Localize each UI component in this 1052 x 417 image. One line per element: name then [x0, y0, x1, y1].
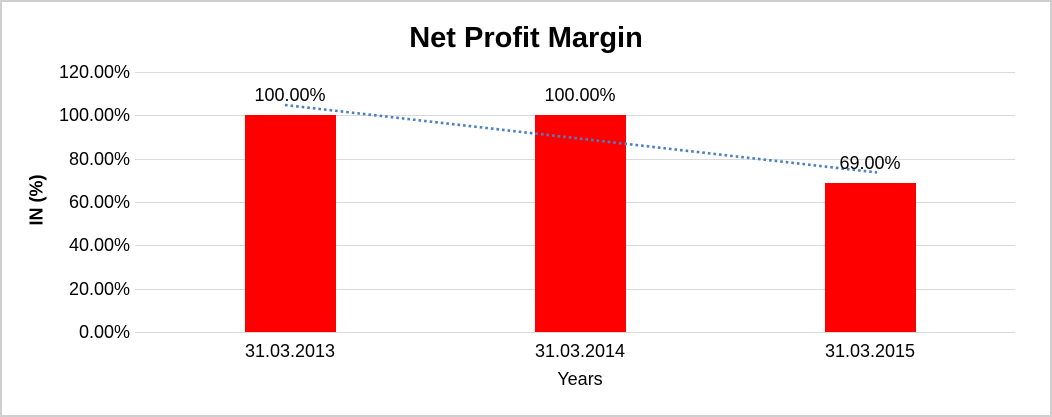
x-tick-label: 31.03.2014	[534, 341, 626, 361]
gridline	[135, 72, 1015, 73]
y-tick-label: 20.00%	[68, 278, 130, 299]
gridline	[135, 332, 1015, 333]
bar-2013	[244, 115, 336, 332]
y-tick-label: 100.00%	[58, 105, 130, 126]
bar-2014	[534, 115, 626, 332]
y-tick-label: 60.00%	[68, 192, 130, 212]
bar-data-label: 100.00%	[544, 85, 616, 106]
y-tick-label: 120.00%	[58, 62, 130, 82]
chart-title: Net Profit Margin	[409, 22, 643, 54]
bar-data-label: 69.00%	[839, 152, 901, 173]
x-tick-label: 31.03.2015	[824, 341, 916, 361]
x-tick-label: 31.03.2013	[244, 341, 336, 361]
y-tick-label: 0.00%	[78, 322, 130, 342]
bar-data-label: 100.00%	[254, 85, 326, 106]
y-tick-label: 80.00%	[68, 148, 130, 169]
bar-2015	[824, 182, 916, 332]
x-axis-title: Years	[557, 369, 603, 389]
y-tick-label: 40.00%	[68, 235, 130, 256]
